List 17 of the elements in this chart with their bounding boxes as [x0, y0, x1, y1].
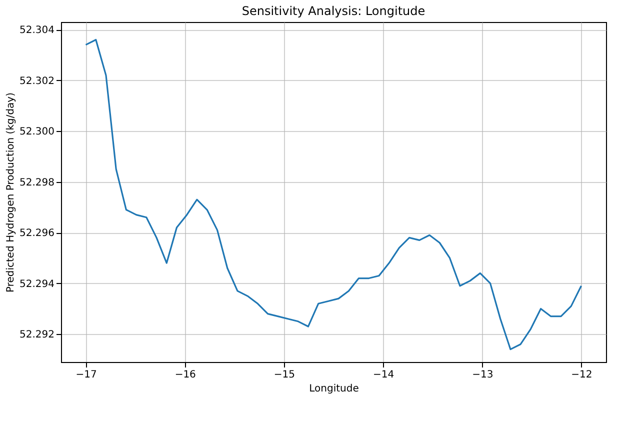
x-axis-title: Longitude	[309, 384, 359, 394]
y-axis-title: Predicted Hydrogen Production (kg/day)	[6, 92, 17, 293]
y-tick-label: 52.298	[20, 177, 54, 188]
y-tick-label: 52.296	[20, 228, 54, 240]
x-tick-label: −12	[571, 370, 592, 380]
line-series	[84, 38, 582, 350]
y-tick-label: 52.294	[20, 278, 54, 290]
x-tick-label: −15	[274, 370, 296, 380]
x-tick-label: −16	[174, 370, 196, 380]
y-tick-label: 52.302	[20, 76, 54, 87]
chart-title: Sensitivity Analysis: Longitude	[242, 4, 426, 18]
x-tick-label: −13	[472, 370, 494, 380]
y-tick-label: 52.304	[20, 25, 54, 36]
y-tick-label: 52.300	[20, 126, 54, 138]
x-tick-label: −14	[372, 370, 394, 380]
x-tick-label: −17	[76, 370, 97, 380]
y-tick-label: 52.292	[20, 330, 54, 341]
